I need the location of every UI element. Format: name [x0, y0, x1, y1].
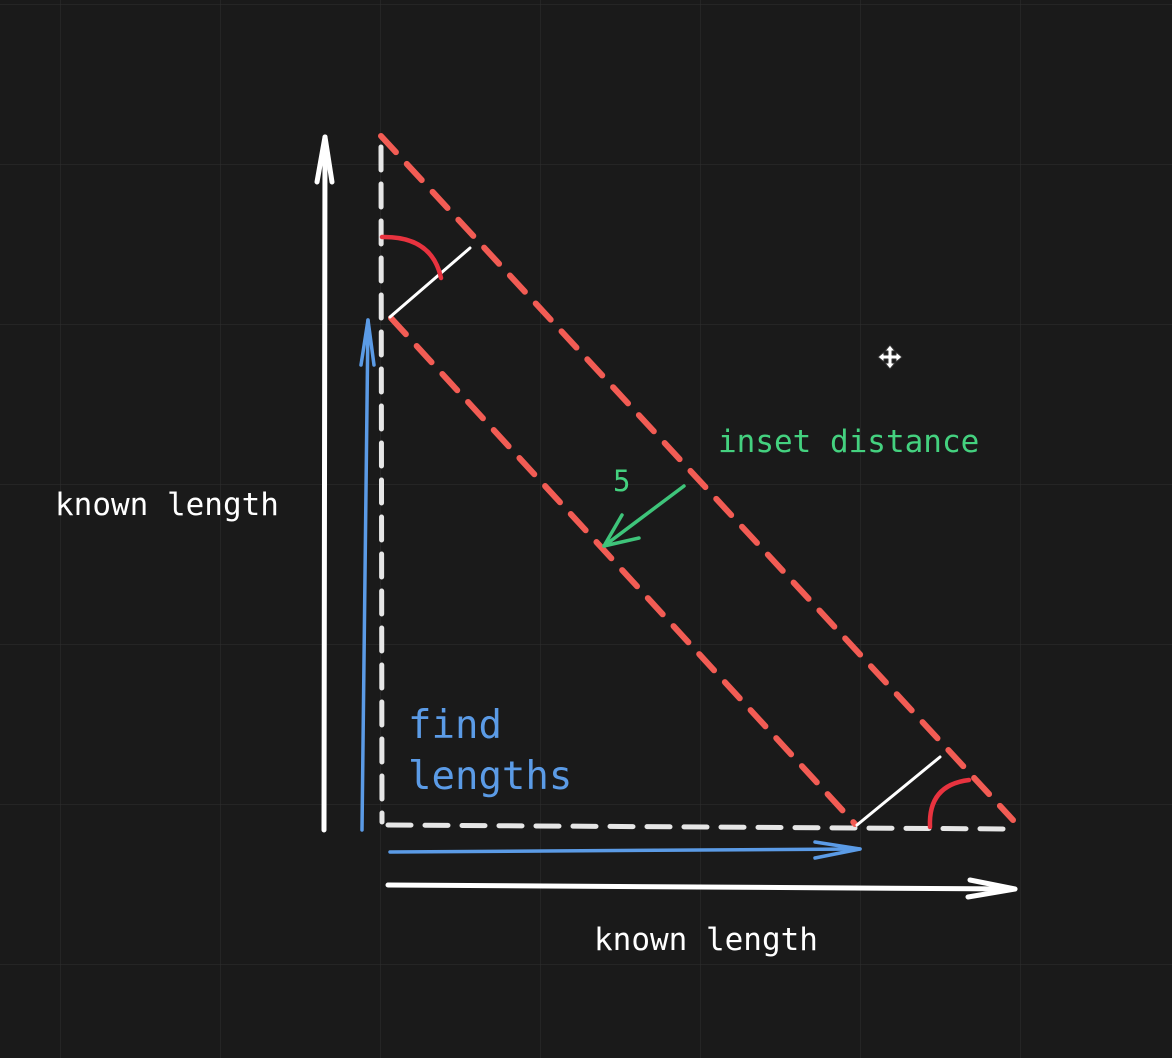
horizontal-known-length-arrow[interactable]	[385, 877, 1018, 900]
find-lengths-label-line1: find	[408, 703, 502, 748]
triangle-vertical-leg-dashed[interactable]	[378, 144, 385, 825]
inset-distance-arrow[interactable]	[602, 484, 686, 548]
bottom-perpendicular-connector[interactable]	[855, 755, 942, 827]
vertical-known-length-label: known length	[55, 487, 279, 523]
horizontal-find-length-arrow[interactable]	[388, 840, 862, 860]
outer-hypotenuse-dashed[interactable]	[378, 133, 1016, 823]
inset-distance-label: inset distance	[718, 424, 979, 460]
top-perpendicular-connector[interactable]	[388, 246, 472, 319]
triangle-horizontal-leg-dashed[interactable]	[385, 822, 1015, 832]
vertical-find-length-arrow[interactable]	[359, 318, 376, 832]
move-cursor-icon	[877, 344, 903, 370]
vertical-known-length-arrow[interactable]	[314, 134, 335, 833]
inset-hypotenuse-dashed[interactable]	[388, 315, 858, 827]
inset-distance-value: 5	[613, 464, 630, 498]
top-angle-arc[interactable]	[379, 234, 444, 281]
horizontal-known-length-label: known length	[594, 922, 818, 958]
find-lengths-label-line2: lengths	[408, 754, 572, 799]
bottom-angle-arc[interactable]	[927, 777, 972, 830]
